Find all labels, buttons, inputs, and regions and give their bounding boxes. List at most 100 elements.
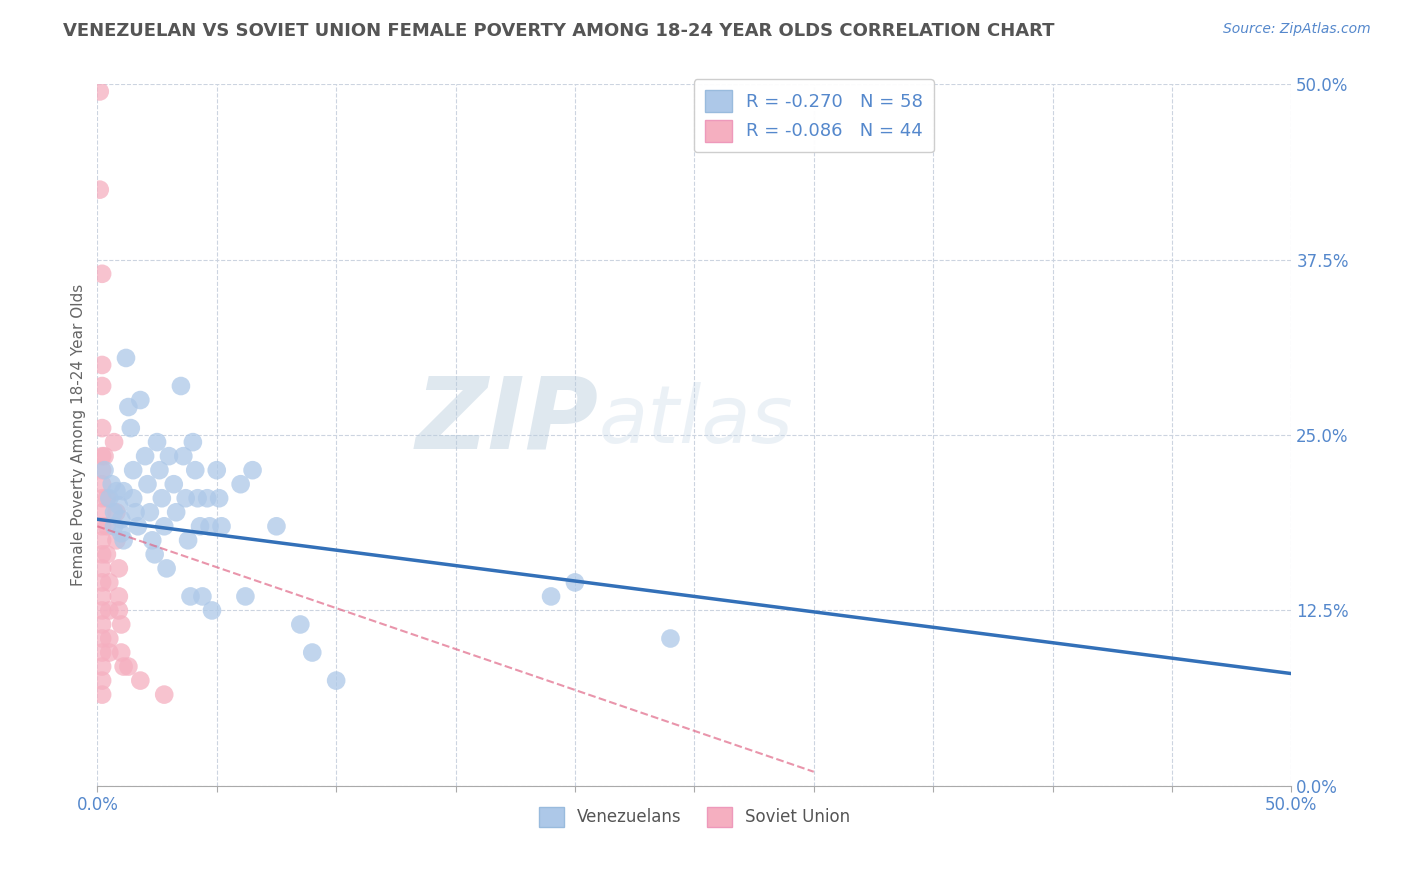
Y-axis label: Female Poverty Among 18-24 Year Olds: Female Poverty Among 18-24 Year Olds	[72, 284, 86, 586]
Text: ZIP: ZIP	[416, 373, 599, 469]
Point	[105, 505, 128, 519]
Point	[659, 632, 682, 646]
Point	[174, 491, 197, 506]
Point	[235, 590, 257, 604]
Point	[93, 449, 115, 463]
Point	[108, 498, 131, 512]
Point	[91, 659, 114, 673]
Legend: Venezuelans, Soviet Union: Venezuelans, Soviet Union	[531, 800, 856, 833]
Point	[157, 449, 180, 463]
Point	[181, 435, 204, 450]
Point	[112, 484, 135, 499]
Point	[139, 505, 162, 519]
Point	[136, 477, 159, 491]
Point	[96, 547, 118, 561]
Point	[115, 351, 138, 365]
Point	[103, 435, 125, 450]
Point	[124, 505, 146, 519]
Point	[91, 358, 114, 372]
Text: Source: ZipAtlas.com: Source: ZipAtlas.com	[1223, 22, 1371, 37]
Point	[91, 590, 114, 604]
Point	[98, 632, 121, 646]
Point	[198, 519, 221, 533]
Point	[170, 379, 193, 393]
Point	[165, 505, 187, 519]
Point	[205, 463, 228, 477]
Point	[91, 519, 114, 533]
Point	[103, 505, 125, 519]
Point	[112, 533, 135, 548]
Point	[187, 491, 209, 506]
Point	[91, 646, 114, 660]
Point	[155, 561, 177, 575]
Point	[146, 435, 169, 450]
Point	[105, 484, 128, 499]
Point	[177, 533, 200, 548]
Point	[91, 575, 114, 590]
Point	[127, 519, 149, 533]
Point	[148, 463, 170, 477]
Point	[117, 400, 139, 414]
Point	[122, 491, 145, 506]
Point	[103, 519, 125, 533]
Point	[184, 463, 207, 477]
Point	[122, 463, 145, 477]
Point	[91, 547, 114, 561]
Text: atlas: atlas	[599, 382, 793, 460]
Point	[93, 463, 115, 477]
Point	[91, 449, 114, 463]
Point	[208, 491, 231, 506]
Point	[211, 519, 233, 533]
Point	[153, 519, 176, 533]
Point	[325, 673, 347, 688]
Point	[91, 688, 114, 702]
Point	[91, 421, 114, 435]
Point	[150, 491, 173, 506]
Point	[141, 533, 163, 548]
Point	[540, 590, 562, 604]
Point	[91, 379, 114, 393]
Point	[153, 688, 176, 702]
Point	[98, 646, 121, 660]
Point	[110, 617, 132, 632]
Point	[301, 646, 323, 660]
Point	[201, 603, 224, 617]
Point	[91, 603, 114, 617]
Point	[266, 519, 288, 533]
Point	[98, 575, 121, 590]
Point	[110, 646, 132, 660]
Point	[108, 603, 131, 617]
Point	[91, 505, 114, 519]
Point	[229, 477, 252, 491]
Point	[89, 85, 111, 99]
Point	[108, 561, 131, 575]
Point	[129, 673, 152, 688]
Point	[110, 512, 132, 526]
Text: VENEZUELAN VS SOVIET UNION FEMALE POVERTY AMONG 18-24 YEAR OLDS CORRELATION CHAR: VENEZUELAN VS SOVIET UNION FEMALE POVERT…	[63, 22, 1054, 40]
Point	[98, 491, 121, 506]
Point	[195, 491, 218, 506]
Point	[100, 477, 122, 491]
Point	[172, 449, 194, 463]
Point	[91, 632, 114, 646]
Point	[134, 449, 156, 463]
Point	[91, 673, 114, 688]
Point	[110, 526, 132, 541]
Point	[191, 590, 214, 604]
Point	[91, 463, 114, 477]
Point	[120, 421, 142, 435]
Point	[143, 547, 166, 561]
Point	[242, 463, 264, 477]
Point	[108, 590, 131, 604]
Point	[117, 659, 139, 673]
Point	[98, 603, 121, 617]
Point	[91, 561, 114, 575]
Point	[96, 491, 118, 506]
Point	[188, 519, 211, 533]
Point	[179, 590, 201, 604]
Point	[163, 477, 186, 491]
Point	[105, 533, 128, 548]
Point	[564, 575, 586, 590]
Point	[290, 617, 312, 632]
Point	[89, 183, 111, 197]
